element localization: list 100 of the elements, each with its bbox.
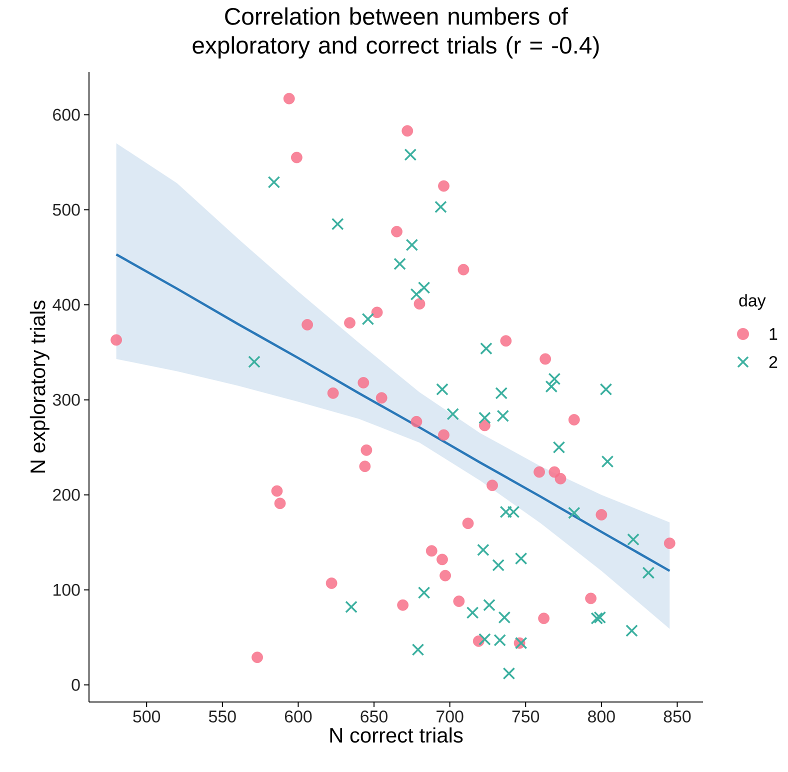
point (410, 288, 423, 301)
point (466, 606, 479, 619)
point (438, 429, 450, 441)
point (283, 92, 295, 104)
point (590, 612, 604, 625)
point (478, 420, 490, 432)
point (440, 570, 451, 582)
x-axis-title: N correct trials (330, 727, 463, 743)
x-tick-label: 600 (284, 710, 312, 723)
point (418, 281, 430, 294)
y-axis-title: N exploratory trials (30, 300, 50, 472)
point (302, 319, 314, 330)
point (458, 264, 470, 276)
x-tick-label: 850 (664, 710, 691, 723)
point (268, 176, 280, 188)
point (552, 441, 566, 454)
point (478, 633, 491, 646)
point (568, 506, 580, 520)
point (404, 148, 417, 161)
legend-title: day (739, 294, 766, 310)
point (358, 377, 370, 388)
point (436, 383, 448, 396)
point (478, 412, 491, 424)
point (345, 600, 358, 614)
point (585, 592, 597, 604)
point (534, 466, 545, 478)
x-tick-label: 550 (208, 710, 236, 723)
point (500, 335, 512, 347)
chart-title: Correlation between numbers of exploratory and correct trials (r = -0.4) (192, 7, 599, 58)
point (391, 226, 402, 238)
point (664, 538, 676, 549)
x-tick-label: 650 (360, 710, 388, 723)
y-tick-label: 400 (52, 298, 80, 311)
point (412, 644, 424, 656)
y-tick-label: 100 (54, 584, 80, 596)
point (568, 414, 580, 426)
point (362, 312, 374, 326)
y-tick-label: 300 (52, 394, 80, 406)
point (434, 200, 447, 214)
point (626, 624, 638, 637)
legend-label: 2 (769, 356, 778, 368)
point (331, 218, 344, 230)
point (110, 334, 122, 346)
y-tick-label: 600 (53, 108, 80, 121)
point (486, 480, 498, 492)
point (502, 667, 516, 680)
point (480, 342, 492, 355)
point (446, 408, 460, 420)
point (376, 392, 388, 404)
x-tick-label: 750 (512, 710, 540, 723)
point (248, 356, 260, 368)
y-tick-label: 200 (53, 488, 80, 501)
point (426, 545, 438, 557)
point (476, 544, 490, 556)
x-tick-label: 800 (588, 710, 615, 723)
y-tick-label: 0 (72, 678, 80, 691)
point (554, 472, 566, 484)
point (462, 518, 474, 530)
point (291, 152, 302, 164)
y-tick-label: 500 (52, 204, 80, 216)
point (360, 444, 372, 456)
point (492, 558, 505, 572)
point (548, 372, 561, 386)
point (418, 586, 430, 599)
point (483, 598, 496, 612)
point (394, 258, 406, 270)
point (642, 566, 655, 579)
point (327, 387, 339, 399)
point (495, 386, 508, 400)
point (545, 380, 558, 393)
point (271, 485, 283, 497)
point (410, 416, 422, 428)
point (453, 596, 465, 607)
point (498, 611, 511, 624)
point (601, 455, 614, 468)
point (496, 410, 510, 422)
point (627, 533, 640, 546)
point (402, 125, 414, 137)
point (397, 599, 409, 611)
point (436, 554, 448, 566)
point (252, 652, 263, 664)
point (596, 509, 608, 520)
point (371, 306, 383, 318)
x-tick-label: 500 (133, 710, 160, 723)
point (274, 498, 286, 510)
point (594, 611, 606, 624)
point (344, 317, 356, 329)
point (494, 634, 506, 646)
x-tick-label: 700 (436, 710, 464, 723)
line-series (115, 253, 671, 572)
point (414, 298, 426, 310)
point (406, 238, 418, 252)
point (538, 612, 550, 624)
point (540, 353, 552, 365)
point (514, 552, 528, 565)
point (359, 460, 371, 472)
legend-label: 1 (770, 328, 778, 340)
point (326, 578, 338, 589)
point (600, 383, 612, 396)
point (438, 180, 450, 192)
